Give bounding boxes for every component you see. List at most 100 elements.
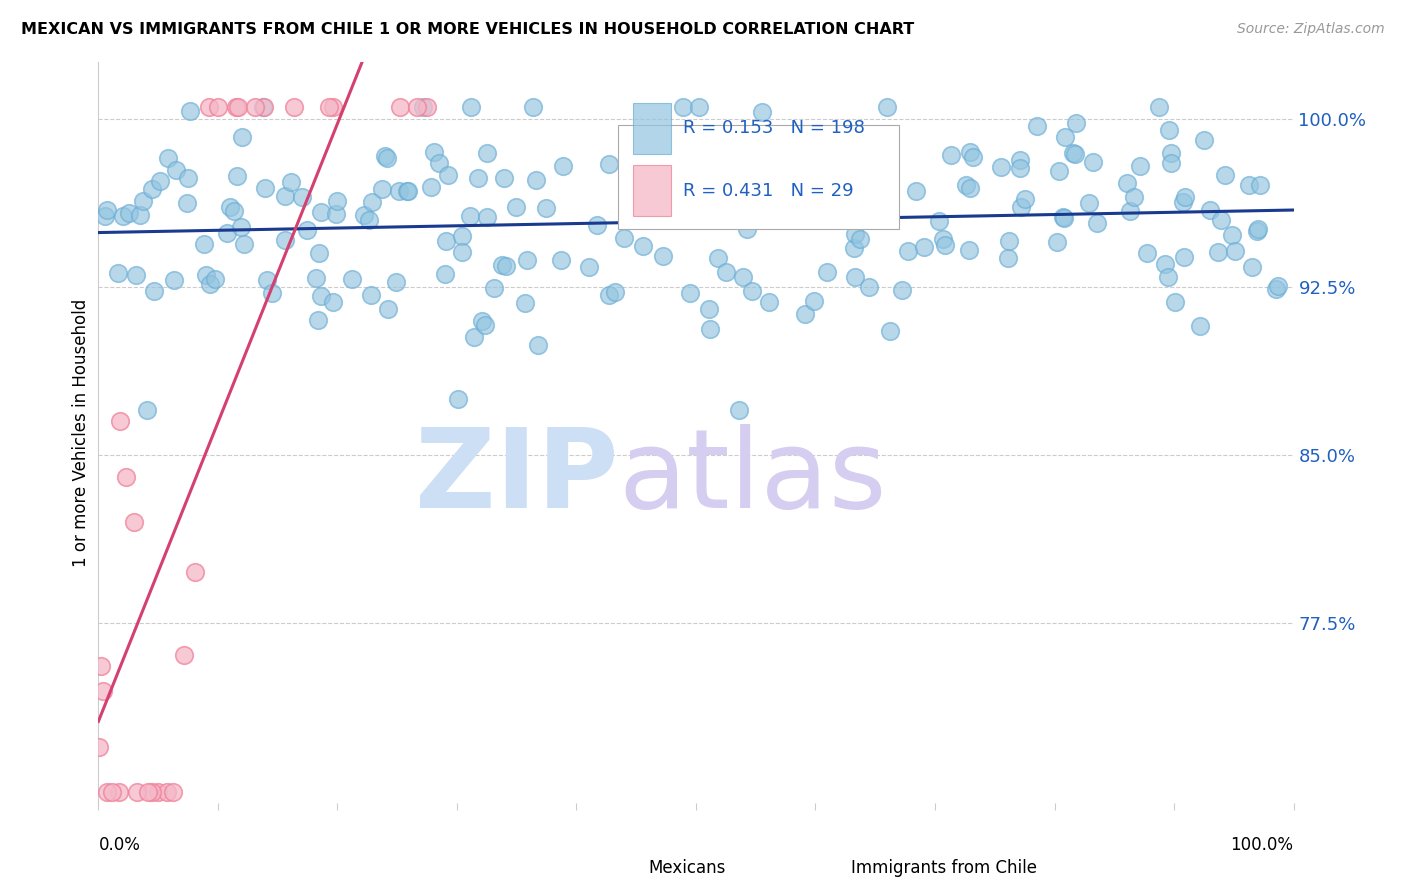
Point [1010, 161, 1032, 175]
Point [1211, 213, 1233, 227]
Point [912, 240, 935, 254]
Point [388, 184, 411, 198]
Point [217, 226, 239, 240]
Point [1206, 244, 1229, 259]
Point [806, 132, 828, 146]
Point [176, 171, 198, 186]
Point [1171, 195, 1194, 210]
Point [1249, 178, 1271, 192]
Point [1136, 246, 1159, 260]
Point [420, 180, 443, 194]
Point [932, 232, 955, 246]
Point [96, 784, 118, 798]
Point [1008, 153, 1031, 167]
Point [231, 219, 253, 234]
Point [377, 301, 399, 316]
Point [1246, 224, 1268, 238]
Point [997, 251, 1019, 265]
Point [897, 244, 920, 258]
Point [447, 392, 470, 406]
Point [179, 104, 201, 119]
Point [1047, 164, 1070, 178]
Point [796, 196, 818, 211]
Text: Mexicans: Mexicans [648, 859, 725, 877]
Point [219, 200, 242, 214]
Y-axis label: 1 or more Vehicles in Household: 1 or more Vehicles in Household [72, 299, 90, 566]
Point [360, 288, 382, 302]
Point [522, 100, 544, 114]
Point [818, 176, 841, 190]
Point [1062, 146, 1084, 161]
Point [714, 265, 737, 279]
Point [842, 241, 865, 255]
Point [1129, 159, 1152, 173]
Point [467, 171, 489, 186]
Point [377, 151, 399, 165]
Point [707, 252, 730, 266]
Point [586, 218, 609, 232]
Point [844, 270, 866, 285]
Point [311, 289, 333, 303]
Point [253, 100, 276, 114]
Point [295, 223, 318, 237]
Point [311, 205, 333, 219]
Point [136, 403, 159, 417]
Text: atlas: atlas [619, 424, 887, 531]
Point [695, 144, 717, 158]
Point [876, 100, 898, 114]
Point [274, 233, 297, 247]
Point [1147, 100, 1170, 114]
Point [598, 287, 620, 301]
Point [1222, 228, 1244, 243]
Point [107, 266, 129, 280]
Point [1052, 211, 1074, 225]
Point [1083, 154, 1105, 169]
Point [108, 784, 131, 798]
Point [990, 161, 1012, 175]
Point [1189, 319, 1212, 334]
Point [371, 182, 394, 196]
Point [1010, 200, 1032, 214]
Point [141, 182, 163, 196]
Point [735, 222, 758, 236]
Text: Source: ZipAtlas.com: Source: ZipAtlas.com [1237, 22, 1385, 37]
Point [603, 285, 626, 299]
Point [96, 202, 118, 217]
Point [702, 128, 724, 143]
Point [90, 659, 112, 673]
Point [204, 272, 226, 286]
Point [633, 239, 655, 253]
Point [962, 150, 984, 164]
Point [793, 307, 815, 321]
Point [997, 234, 1019, 248]
Point [1173, 250, 1195, 264]
Point [307, 312, 329, 326]
Point [751, 104, 773, 119]
Point [491, 258, 513, 272]
Point [613, 231, 636, 245]
Point [322, 295, 344, 310]
Point [1064, 147, 1087, 161]
Point [1198, 202, 1220, 217]
Point [803, 293, 825, 308]
Point [679, 286, 702, 301]
Point [688, 100, 710, 114]
Point [131, 194, 153, 208]
Text: 0.0%: 0.0% [98, 836, 141, 855]
Point [858, 280, 880, 294]
Point [156, 784, 179, 798]
Point [741, 284, 763, 298]
Point [1223, 244, 1246, 259]
Point [1241, 260, 1264, 274]
Point [1122, 190, 1144, 204]
Point [1116, 176, 1139, 190]
Point [1154, 257, 1177, 271]
Point [225, 100, 247, 114]
FancyBboxPatch shape [633, 103, 671, 153]
Point [955, 178, 977, 193]
Point [149, 174, 172, 188]
Point [243, 100, 266, 114]
Point [252, 100, 274, 114]
Point [1053, 211, 1076, 226]
Point [436, 168, 458, 182]
